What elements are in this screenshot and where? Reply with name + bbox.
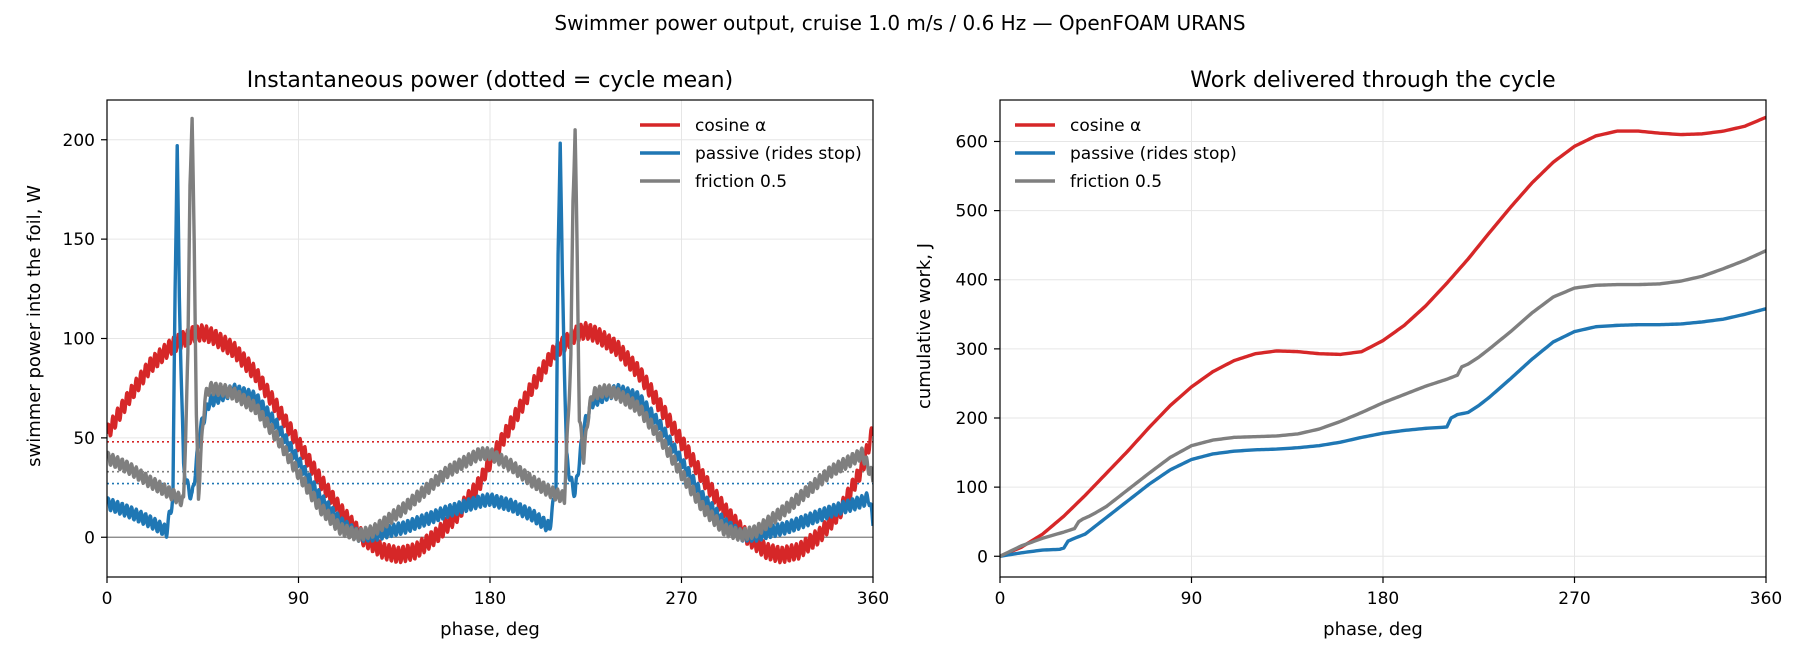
power-chart: Instantaneous power (dotted = cycle mean… — [24, 68, 889, 640]
y-tick-label: 300 — [956, 340, 988, 360]
y-tick-label: 100 — [956, 478, 988, 498]
y-tick-label: 200 — [63, 131, 95, 151]
legend-label: passive (rides stop) — [695, 144, 862, 164]
series-line — [1000, 115, 1766, 558]
x-tick-label: 180 — [474, 589, 506, 609]
x-tick-label: 270 — [1558, 589, 1590, 609]
y-tick-label: 100 — [63, 330, 95, 350]
series-line — [1000, 307, 1766, 558]
y-tick-label: 0 — [84, 528, 95, 548]
series-line — [107, 116, 873, 543]
legend-label: cosine α — [695, 116, 766, 136]
y-tick-label: 500 — [956, 202, 988, 222]
x-tick-label: 360 — [857, 589, 889, 609]
x-tick-label: 270 — [665, 589, 697, 609]
y-tick-label: 200 — [956, 409, 988, 429]
work-chart-title: Work delivered through the cycle — [1190, 68, 1555, 93]
y-tick-label: 50 — [73, 429, 95, 449]
x-tick-label: 180 — [1367, 589, 1399, 609]
y-tick-label: 0 — [977, 547, 988, 567]
power-chart-xlabel: phase, deg — [440, 619, 540, 640]
x-tick-label: 90 — [1181, 589, 1203, 609]
work-chart-ylabel: cumulative work, J — [914, 243, 935, 409]
legend-label: cosine α — [1070, 116, 1141, 136]
y-tick-label: 400 — [956, 271, 988, 291]
x-tick-label: 360 — [1750, 589, 1782, 609]
x-tick-label: 0 — [102, 589, 113, 609]
series-line — [1000, 249, 1766, 558]
legend-label: passive (rides stop) — [1070, 144, 1237, 164]
x-tick-label: 90 — [288, 589, 310, 609]
y-tick-label: 600 — [956, 132, 988, 152]
x-tick-label: 0 — [995, 589, 1006, 609]
work-chart: Work delivered through the cycle phase, … — [914, 68, 1782, 640]
work-chart-xlabel: phase, deg — [1323, 619, 1423, 640]
legend-label: friction 0.5 — [695, 172, 787, 192]
power-chart-title: Instantaneous power (dotted = cycle mean… — [247, 68, 733, 93]
legend-label: friction 0.5 — [1070, 172, 1162, 192]
y-tick-label: 150 — [63, 230, 95, 250]
figure-title: Swimmer power output, cruise 1.0 m/s / 0… — [554, 11, 1245, 35]
power-chart-ylabel: swimmer power into the foil, W — [24, 185, 45, 467]
